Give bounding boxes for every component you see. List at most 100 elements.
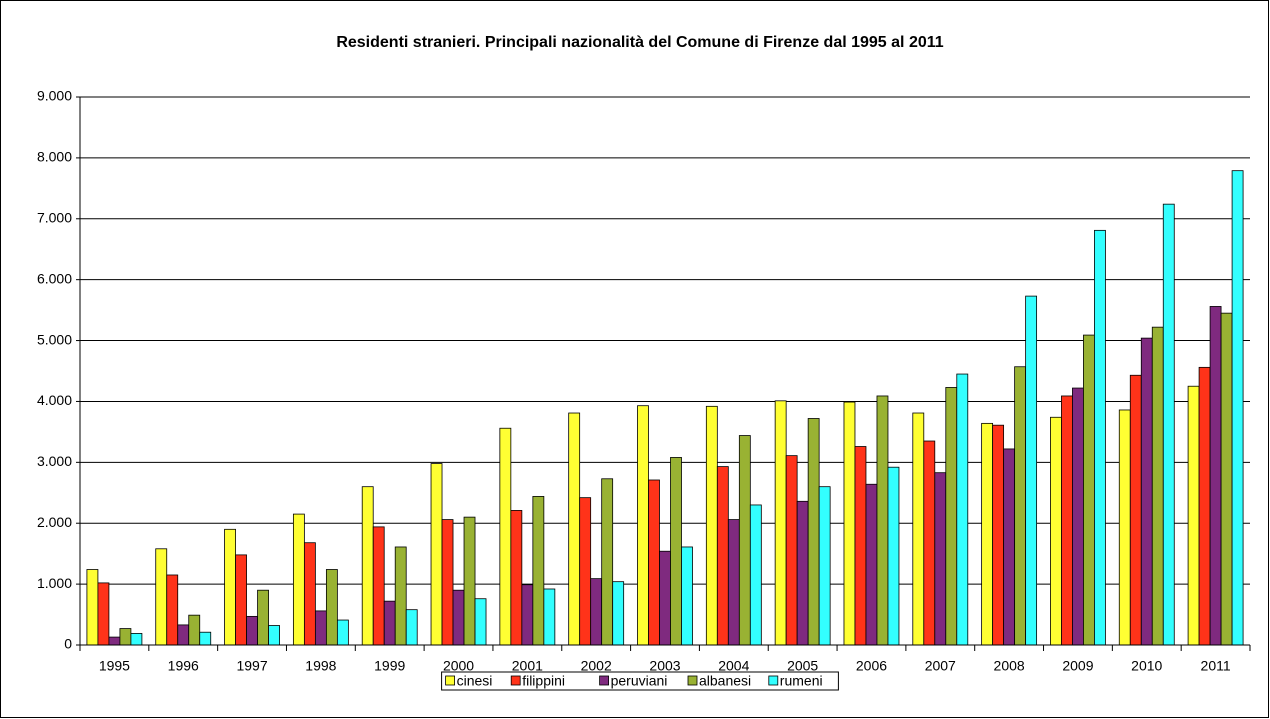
bar — [1050, 416, 1062, 646]
bar — [590, 578, 603, 646]
legend-label: albanesi — [699, 673, 751, 689]
bar — [659, 550, 671, 646]
bar — [199, 631, 212, 646]
bar — [257, 589, 269, 646]
x-tick-label: 1997 — [236, 658, 267, 674]
y-tick-label: 6.000 — [37, 270, 72, 286]
bar — [314, 610, 327, 646]
bar — [430, 463, 443, 646]
bar — [887, 466, 900, 646]
bar — [235, 554, 247, 646]
bar — [510, 510, 523, 646]
x-tick-label: 2008 — [994, 658, 1025, 674]
bar — [119, 628, 132, 646]
bar — [727, 519, 740, 646]
bar — [394, 546, 407, 646]
bar — [499, 427, 512, 646]
legend-label: cinesi — [457, 673, 493, 689]
y-tick-label: 0 — [64, 636, 72, 652]
bar — [1014, 366, 1027, 646]
bar — [1061, 395, 1073, 646]
y-tick-label: 5.000 — [37, 331, 72, 347]
x-tick-label: 2011 — [1201, 658, 1231, 674]
bar — [325, 569, 338, 646]
bar — [463, 516, 476, 646]
bar — [188, 614, 201, 646]
bar — [532, 496, 545, 646]
bar — [681, 546, 693, 646]
chart-title: Residenti stranieri. Principali nazional… — [336, 34, 943, 51]
x-tick-label: 2010 — [1131, 658, 1162, 674]
bar — [108, 636, 121, 646]
bar — [1094, 229, 1106, 646]
x-tick-label: 1998 — [305, 658, 336, 674]
bar — [1129, 374, 1142, 646]
bar — [224, 528, 236, 646]
bar — [738, 435, 751, 646]
legend-label: rumeni — [780, 673, 823, 689]
y-tick-label: 7.000 — [37, 209, 72, 225]
x-tick-label: 2001 — [512, 658, 543, 674]
y-tick-label: 3.000 — [37, 453, 72, 469]
bar — [843, 401, 856, 646]
bar — [1209, 306, 1222, 646]
y-tick-label: 9.000 — [37, 88, 72, 104]
bar — [670, 457, 682, 646]
bar — [383, 600, 396, 646]
bar — [268, 625, 280, 646]
bar — [1025, 295, 1038, 646]
x-tick-label: 1996 — [168, 658, 199, 674]
bar — [130, 633, 143, 646]
bar — [1151, 326, 1164, 646]
bar — [796, 500, 809, 646]
x-tick-label: 1999 — [374, 658, 405, 674]
bar — [474, 598, 487, 646]
bar — [749, 504, 762, 646]
bar — [86, 569, 99, 646]
bar — [543, 588, 556, 646]
bar — [155, 548, 168, 646]
legend-label: peruviani — [611, 673, 668, 689]
bar — [637, 405, 649, 646]
bar — [807, 418, 820, 646]
bar — [648, 479, 660, 646]
bar — [246, 615, 258, 646]
bar — [579, 497, 592, 646]
legend-swatch — [599, 675, 609, 686]
bar — [818, 486, 831, 646]
y-tick-label: 2.000 — [37, 514, 72, 530]
bar — [876, 395, 889, 646]
bar — [372, 526, 385, 646]
bar — [441, 519, 454, 646]
bar — [865, 483, 878, 646]
bar — [405, 609, 418, 646]
bar — [361, 486, 374, 646]
legend-swatch — [687, 675, 698, 686]
legend-box — [441, 671, 839, 691]
bar — [716, 466, 729, 646]
bar — [452, 589, 465, 646]
bar — [568, 412, 581, 646]
legend-swatch — [768, 675, 779, 686]
bar — [992, 424, 1005, 646]
x-tick-label: 2004 — [718, 658, 749, 674]
bar — [1072, 387, 1084, 646]
x-tick-label: 2003 — [649, 658, 680, 674]
bar — [292, 513, 305, 646]
x-tick-label: 2000 — [443, 658, 474, 674]
bar — [934, 472, 947, 646]
x-tick-label: 2006 — [856, 658, 887, 674]
bar — [166, 574, 179, 646]
bar — [612, 581, 625, 646]
bar — [981, 422, 994, 646]
y-tick-label: 4.000 — [37, 392, 72, 408]
bar — [912, 412, 925, 646]
bar — [336, 619, 349, 646]
y-tick-label: 8.000 — [37, 149, 72, 165]
bar — [97, 582, 110, 646]
bar — [945, 387, 958, 646]
legend-swatch — [445, 675, 456, 686]
x-tick-label: 1995 — [99, 658, 130, 674]
